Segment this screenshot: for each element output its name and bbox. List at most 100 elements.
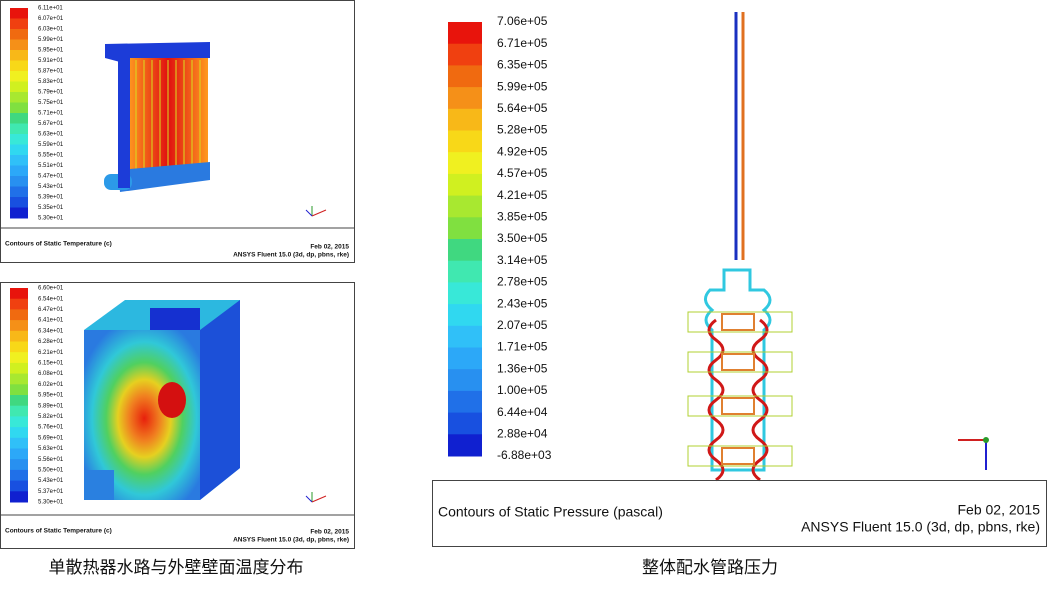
colorbar-segment xyxy=(10,186,28,198)
colorbar-segment xyxy=(10,50,28,61)
colorbar-segment xyxy=(448,65,482,88)
colorbar-label: 6.35e+05 xyxy=(497,58,548,72)
colorbar-label: 6.41e+01 xyxy=(38,318,64,324)
colorbar-label: 6.34e+01 xyxy=(38,328,64,334)
panel-border xyxy=(0,0,355,263)
colorbar-label: 5.59e+01 xyxy=(38,142,64,148)
colorbar-segment xyxy=(448,412,482,435)
colorbar-label: 5.55e+01 xyxy=(38,153,64,159)
panel-border xyxy=(0,282,355,549)
contour-title: Contours of Static Temperature (c) xyxy=(5,241,112,248)
axes-triad xyxy=(958,437,989,470)
colorbar-segment xyxy=(10,330,28,342)
colorbar-segment xyxy=(10,373,28,385)
colorbar-label: 5.43e+01 xyxy=(38,184,64,190)
colorbar-segment xyxy=(448,325,482,348)
plate-model xyxy=(84,300,240,500)
colorbar-segment xyxy=(10,18,28,30)
colorbar-label: 6.47e+01 xyxy=(38,307,64,313)
colorbar-label: 1.71e+05 xyxy=(497,340,548,354)
colorbar-label: 5.83e+01 xyxy=(38,79,64,85)
colorbar-segment xyxy=(10,123,28,135)
colorbar-segment xyxy=(10,437,28,449)
colorbar-segment xyxy=(10,60,28,72)
colorbar-label: 5.47e+01 xyxy=(38,174,64,180)
colorbar-label: 5.76e+01 xyxy=(38,425,64,431)
colorbar-label: 5.75e+01 xyxy=(38,100,64,106)
contour-title: Contours of Static Temperature (c) xyxy=(5,528,112,535)
colorbar-label: 4.57e+05 xyxy=(497,166,548,180)
colorbar-segment xyxy=(10,71,28,82)
colorbar-segment xyxy=(448,304,482,327)
colorbar-label: 6.54e+01 xyxy=(38,296,64,302)
axes-triad xyxy=(305,492,327,503)
software: ANSYS Fluent 15.0 (3d, dp, pbns, rke) xyxy=(233,252,349,259)
colorbar-label: 5.87e+01 xyxy=(38,69,64,75)
colorbar-label: 5.79e+01 xyxy=(38,90,64,96)
colorbar-segment xyxy=(10,81,28,93)
colorbar-label: 5.99e+01 xyxy=(38,37,64,43)
colorbar-segment xyxy=(448,130,482,153)
colorbar-segment xyxy=(10,92,28,103)
date: Feb 02, 2015 xyxy=(310,244,349,251)
colorbar-segment xyxy=(10,427,28,439)
colorbar-label: 6.21e+01 xyxy=(38,350,64,356)
colorbar-segment xyxy=(10,416,28,428)
colorbar-segment xyxy=(10,288,28,300)
software: ANSYS Fluent 15.0 (3d, dp, pbns, rke) xyxy=(233,537,349,544)
colorbar-segment xyxy=(448,43,482,66)
colorbar-label: 2.88e+04 xyxy=(497,426,548,440)
colorbar-segment xyxy=(10,469,28,482)
colorbar-label: 6.03e+01 xyxy=(38,27,64,33)
colorbar-segment xyxy=(10,39,28,51)
colorbar-label: 5.28e+05 xyxy=(497,123,548,137)
colorbar-label: 5.37e+01 xyxy=(38,489,64,495)
colorbar-segment xyxy=(10,341,28,353)
colorbar-segment xyxy=(10,155,28,166)
colorbar-label: 6.11e+01 xyxy=(38,6,63,12)
date: Feb 02, 2015 xyxy=(957,502,1040,518)
contour-title: Contours of Static Pressure (pascal) xyxy=(438,504,663,520)
colorbar-label: 5.43e+01 xyxy=(38,478,64,484)
colorbar-segment xyxy=(10,362,28,375)
colorbar-label: 6.02e+01 xyxy=(38,382,64,388)
colorbar-label: 5.69e+01 xyxy=(38,435,64,441)
colorbar-label: 5.39e+01 xyxy=(38,195,64,201)
colorbar-segment xyxy=(10,176,28,187)
colorbar-segment xyxy=(10,144,28,156)
colorbar-label: 5.64e+05 xyxy=(497,101,548,115)
colorbar-segment xyxy=(448,173,482,197)
colorbar-label: 3.85e+05 xyxy=(497,209,548,223)
colorbar-label: 5.82e+01 xyxy=(38,414,64,420)
colorbar-segment xyxy=(448,239,482,262)
colorbar-label: 4.21e+05 xyxy=(497,188,548,202)
colorbar-label: 6.60e+01 xyxy=(38,286,64,292)
colorbar-label: 6.28e+01 xyxy=(38,339,64,345)
colorbar-segment xyxy=(448,369,482,392)
colorbar-label: 5.67e+01 xyxy=(38,121,64,127)
colorbar-label: 7.06e+05 xyxy=(497,14,548,28)
colorbar-segment xyxy=(10,102,28,114)
colorbar-segment xyxy=(10,448,28,460)
colorbar-label: 6.15e+01 xyxy=(38,360,64,366)
colorbar-label: 5.63e+01 xyxy=(38,132,64,138)
colorbar-segment xyxy=(10,134,28,145)
colorbar-label: 6.44e+04 xyxy=(497,405,548,419)
colorbar-label: 3.50e+05 xyxy=(497,231,548,245)
colorbar-segment xyxy=(448,87,482,110)
colorbar-segment xyxy=(448,108,482,131)
colorbar-label: 5.71e+01 xyxy=(38,111,64,117)
colorbar-segment xyxy=(448,217,482,240)
colorbar-label: 5.89e+01 xyxy=(38,403,64,409)
colorbar-label: 6.07e+01 xyxy=(38,16,64,22)
colorbar-segment xyxy=(448,390,482,414)
caption: 单散热器水路与外壁壁面温度分布 xyxy=(49,558,304,578)
colorbar-label: 6.08e+01 xyxy=(38,371,64,377)
colorbar-label: 5.51e+01 xyxy=(38,163,64,169)
colorbar-segment xyxy=(448,260,482,283)
colorbar-label: 6.71e+05 xyxy=(497,36,548,50)
colorbar-label: 3.14e+05 xyxy=(497,253,548,267)
panel-1: 6.11e+01 6.07e+01 6.03e+01 5.99e+01 5.95e+01… xyxy=(0,0,355,263)
colorbar-segment xyxy=(448,434,482,457)
colorbar-segment xyxy=(10,113,28,124)
